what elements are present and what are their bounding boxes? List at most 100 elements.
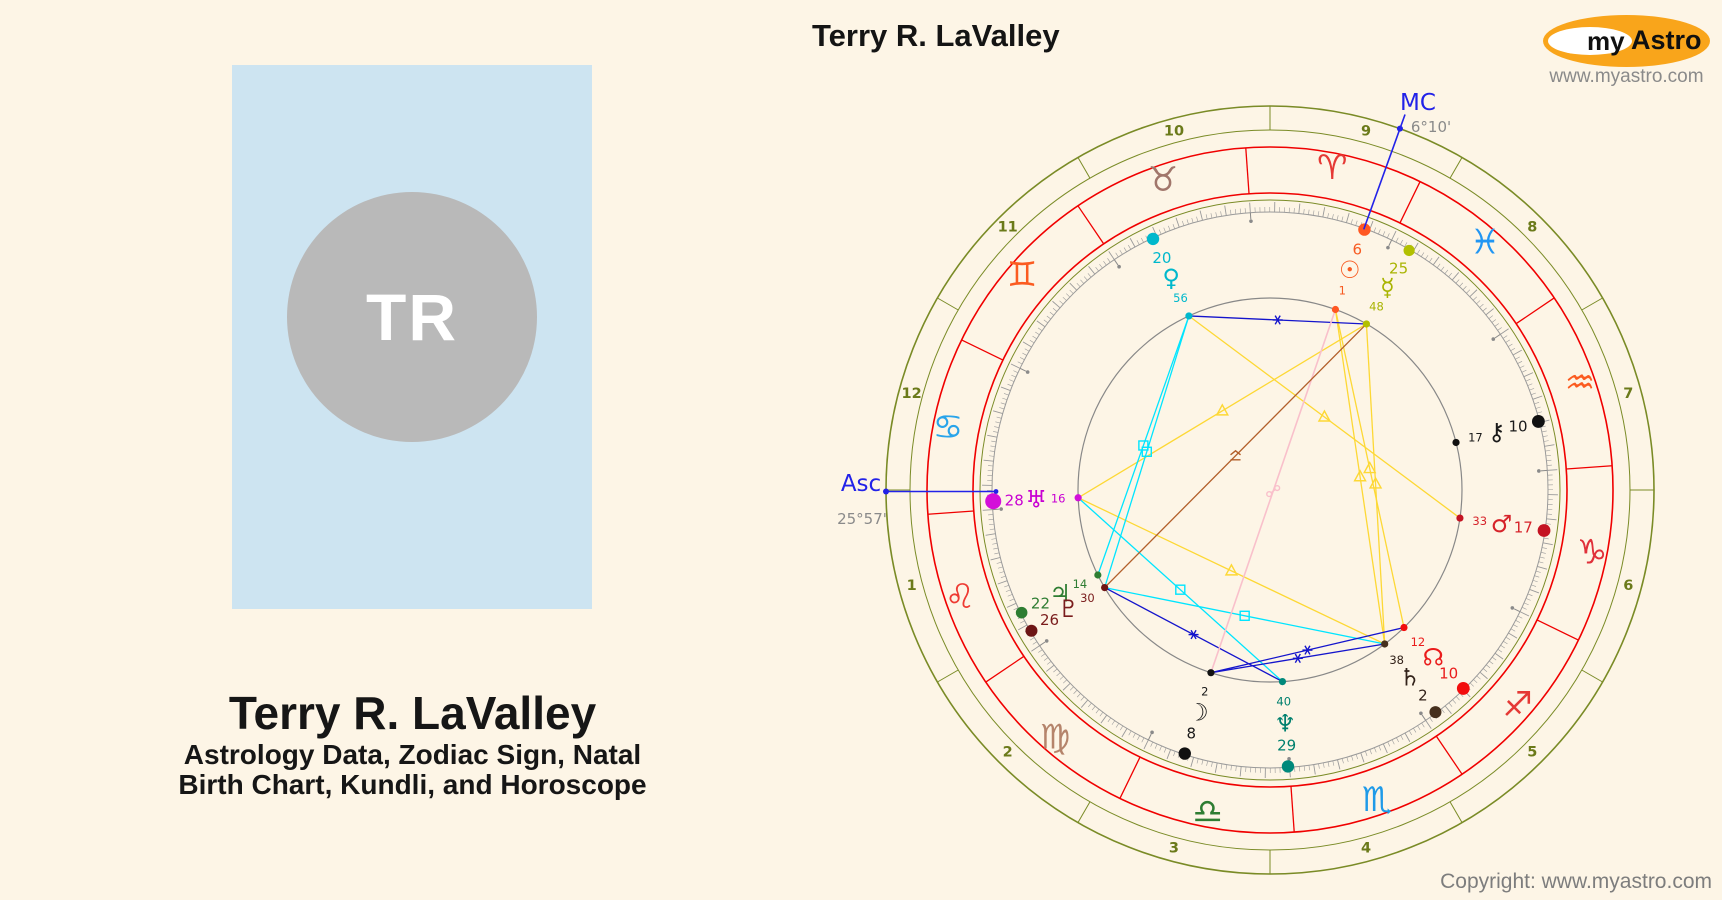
profile-subtitle-line1: Astrology Data, Zodiac Sign, Natal — [183, 739, 642, 770]
svg-text:6: 6 — [1623, 578, 1633, 594]
svg-text:40: 40 — [1276, 695, 1291, 709]
svg-text:56: 56 — [1173, 291, 1188, 305]
svg-text:♇: ♇ — [1058, 595, 1080, 623]
svg-text:♂: ♂ — [1491, 510, 1513, 538]
svg-text:♈: ♈ — [1317, 148, 1347, 188]
svg-text:25°57': 25°57' — [837, 510, 887, 528]
svg-text:14: 14 — [1073, 577, 1088, 591]
svg-text:☿: ☿ — [1380, 274, 1395, 302]
profile-subtitle: Astrology Data, Zodiac Sign, Natal Birth… — [150, 740, 675, 800]
zodiac-sign-scorpio-icon: ♏ — [1362, 780, 1392, 820]
aspect-quincunx-icon — [1230, 449, 1241, 461]
planet-venus: 20♀56 — [1146, 232, 1193, 320]
planet-moon: 8☽2 — [1178, 669, 1215, 760]
svg-text:48: 48 — [1369, 300, 1384, 314]
planet-mars: 17♂ 33 — [1456, 510, 1551, 538]
planet-saturn: 2♄38 — [1381, 640, 1442, 719]
aspect-square-icon — [1239, 610, 1250, 621]
angle-markers: Asc 25°57' MC 6°10' — [837, 90, 1451, 528]
svg-text:♉: ♉ — [1148, 160, 1178, 200]
svg-text:Asc: Asc — [841, 471, 881, 497]
svg-text:☊: ☊ — [1423, 644, 1444, 672]
chart-title: Terry R. LaValley — [812, 18, 1060, 53]
zodiac-sign-gemini-icon: ♊ — [1007, 255, 1037, 295]
planet-pluto: 26♇ 30 — [1025, 583, 1109, 637]
svg-text:25: 25 — [1389, 260, 1408, 278]
planet-sun: 6☉1 — [1331, 223, 1371, 314]
svg-text:7: 7 — [1623, 386, 1633, 402]
svg-text:12: 12 — [902, 386, 922, 402]
svg-text:☽: ☽ — [1187, 699, 1209, 727]
aspect-sextile-icon — [1302, 645, 1313, 655]
svg-text:1: 1 — [907, 578, 917, 594]
svg-text:33: 33 — [1472, 514, 1487, 528]
myastro-logo[interactable]: my Astro — [1543, 15, 1710, 67]
svg-text:♃: ♃ — [1049, 580, 1071, 608]
avatar: TR — [287, 192, 537, 442]
profile-title: Terry R. LaValley — [228, 687, 597, 739]
aspect-trine-icon — [1317, 409, 1332, 422]
zodiac-sign-libra-icon: ♎ — [1192, 792, 1222, 832]
logo-text-astro: Astro — [1631, 25, 1702, 55]
zodiac-sign-taurus-icon: ♉ — [1148, 160, 1178, 200]
aspect-trine-icon — [1363, 461, 1377, 474]
svg-text:11: 11 — [998, 220, 1018, 236]
aspect-sextile-icon — [1272, 315, 1283, 325]
aspect-sextile-icon — [1188, 629, 1199, 640]
svg-text:1: 1 — [1339, 284, 1346, 298]
svg-text:♌: ♌ — [945, 577, 975, 617]
svg-text:♐: ♐ — [1502, 685, 1532, 725]
zodiac-sign-pisces-icon: ♓ — [1470, 222, 1500, 262]
planet-chiron: 10⚷ 17 — [1452, 415, 1545, 446]
svg-text:2: 2 — [1003, 744, 1013, 760]
svg-text:22: 22 — [1031, 594, 1050, 612]
aspect-trine-icon — [1224, 563, 1239, 576]
copyright-text: Copyright: www.myastro.com — [1440, 870, 1712, 893]
logo-inner-ellipse — [1548, 27, 1632, 55]
svg-text:♏: ♏ — [1362, 780, 1392, 820]
svg-text:10: 10 — [1508, 418, 1527, 436]
svg-text:♒: ♒ — [1565, 363, 1595, 403]
zodiac-ring: ♈ ♉ ♊ ♋ ♌ ♍ ♎ ♏ ♐ ♑ ♒ ♓ — [927, 147, 1613, 833]
zodiac-sign-cancer-icon: ♋ — [933, 408, 963, 448]
planet-uranus: 28 ♅ 16 — [985, 485, 1082, 513]
svg-text:38: 38 — [1389, 653, 1404, 667]
midheaven-marker: MC 6°10' — [1362, 90, 1451, 230]
planet-jupiter: 22 ♃ 14 — [1015, 571, 1102, 619]
svg-text:8: 8 — [1186, 725, 1196, 743]
svg-text:♎: ♎ — [1192, 792, 1222, 832]
avatar-initials: TR — [366, 280, 458, 354]
svg-text:12: 12 — [1411, 635, 1426, 649]
planet-mercury: 25☿48 — [1362, 244, 1415, 328]
aspect-square-icon — [1141, 446, 1152, 457]
ascendant-marker: Asc 25°57' — [837, 471, 999, 528]
svg-text:♅: ♅ — [1025, 485, 1047, 513]
svg-text:17: 17 — [1468, 431, 1483, 445]
zodiac-sign-sagittarius-icon: ♐ — [1502, 685, 1532, 725]
svg-text:2: 2 — [1201, 685, 1208, 699]
profile-card: TR — [232, 65, 592, 609]
svg-text:2: 2 — [1418, 686, 1428, 704]
svg-text:10: 10 — [1439, 664, 1458, 682]
svg-text:⚷: ⚷ — [1488, 418, 1506, 446]
svg-text:3: 3 — [1169, 840, 1179, 856]
aspect-lines — [1077, 309, 1461, 683]
logo-text-my: my — [1587, 26, 1625, 56]
svg-text:♊: ♊ — [1007, 255, 1037, 295]
planet-north-node: 10☊12 — [1400, 623, 1470, 695]
website-url[interactable]: www.myastro.com — [1549, 66, 1704, 87]
zodiac-sign-aries-icon: ♈ — [1317, 148, 1347, 188]
svg-text:6°10': 6°10' — [1411, 118, 1451, 136]
aspect-trine-icon — [1215, 403, 1229, 416]
zodiac-sign-leo-icon: ♌ — [945, 577, 975, 617]
svg-text:29: 29 — [1277, 736, 1296, 754]
aspect-trine-icon — [1353, 469, 1367, 482]
svg-text:8: 8 — [1527, 220, 1537, 236]
svg-text:MC: MC — [1400, 90, 1436, 116]
svg-text:16: 16 — [1051, 492, 1066, 506]
svg-text:28: 28 — [1005, 491, 1024, 509]
svg-text:♆: ♆ — [1274, 710, 1296, 738]
